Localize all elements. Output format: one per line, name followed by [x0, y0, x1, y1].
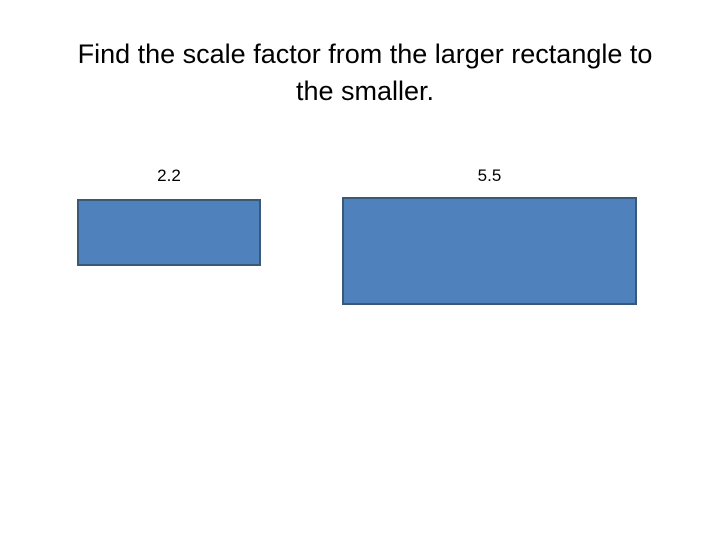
- slide-title: Find the scale factor from the larger re…: [10, 36, 720, 110]
- large-rectangle: [342, 197, 637, 305]
- small-rectangle-width-label: 2.2: [157, 166, 181, 185]
- small-rectangle: [77, 199, 261, 266]
- title-line-1: Find the scale factor from the larger re…: [77, 39, 653, 69]
- large-rectangle-width-label: 5.5: [477, 166, 502, 185]
- title-line-2: the smaller.: [295, 76, 435, 106]
